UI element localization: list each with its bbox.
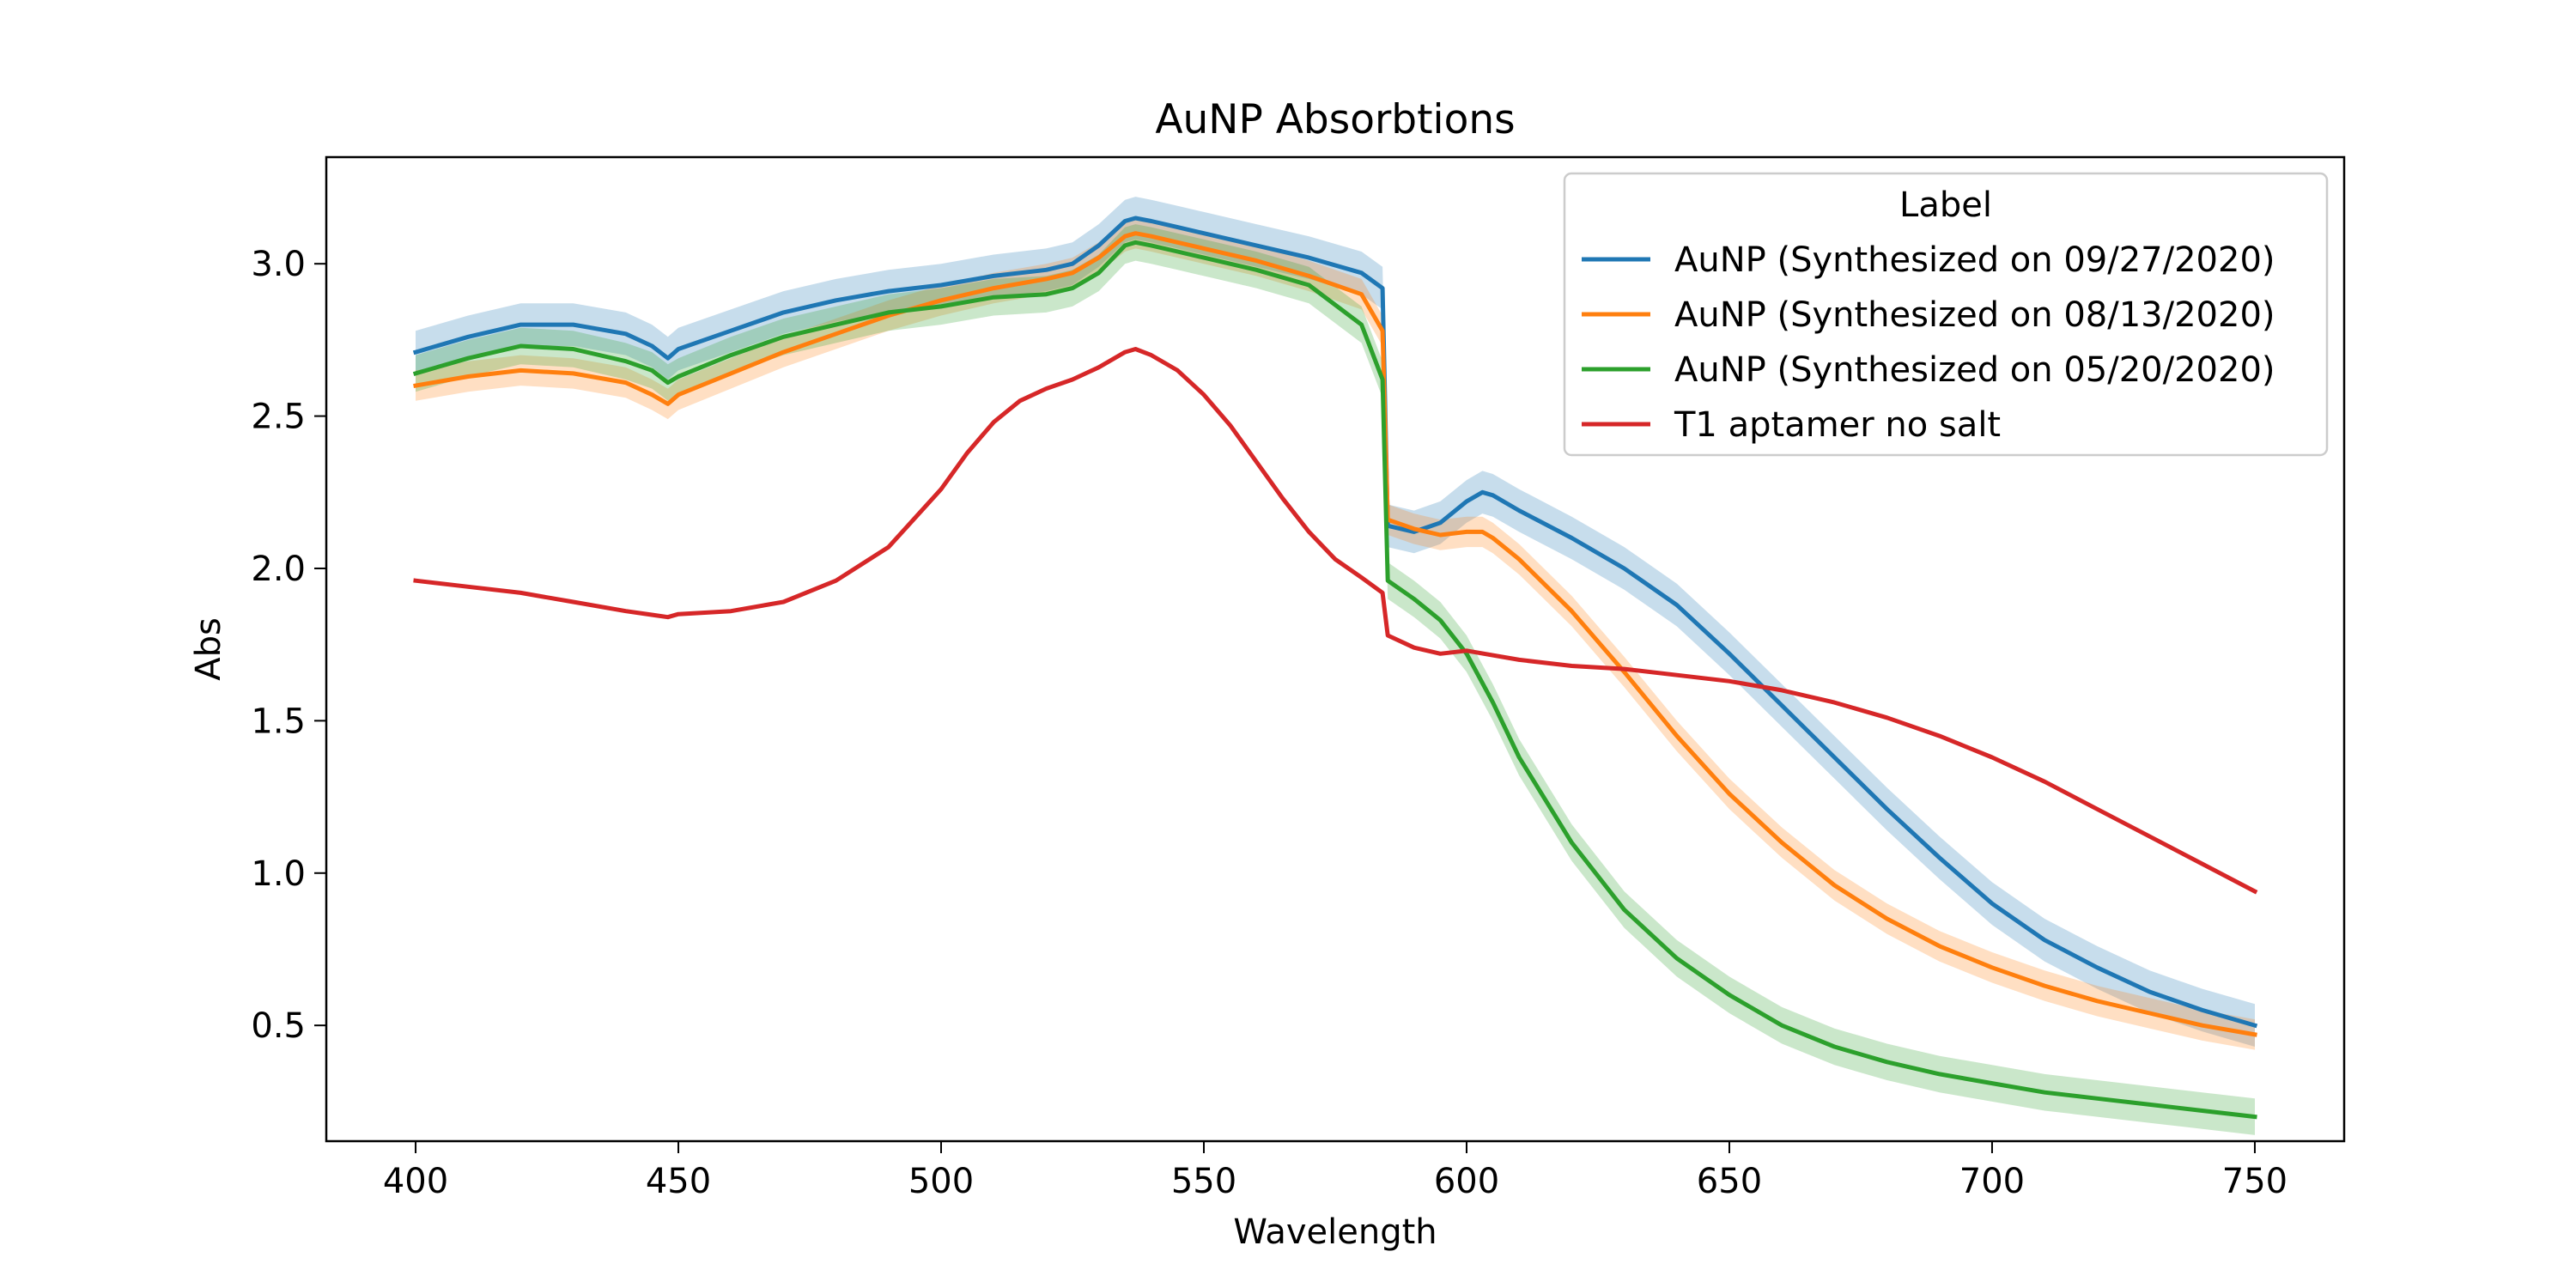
x-tick-label: 650: [1697, 1162, 1762, 1201]
y-tick-label: 3.0: [251, 245, 306, 284]
x-tick-label: 400: [383, 1162, 448, 1201]
y-tick-label: 1.0: [251, 854, 306, 894]
series-band-1: [416, 197, 2255, 1048]
legend-label: AuNP (Synthesized on 09/27/2020): [1674, 240, 2275, 280]
series-line-2: [413, 231, 2257, 1037]
x-tick-label: 700: [1959, 1162, 2025, 1201]
legend-box: [1563, 172, 2329, 457]
series-line-1: [412, 216, 2258, 1029]
legend-items: AuNP (Synthesized on 09/27/2020) AuNP (Sy…: [1582, 240, 2275, 445]
x-axis-ticks: 400 450 500 550 600 650 700 750: [383, 1141, 2287, 1201]
y-tick-label: 2.0: [251, 550, 306, 589]
legend-label: AuNP (Synthesized on 08/13/2020): [1674, 295, 2275, 335]
legend-label: AuNP (Synthesized on 05/20/2020): [1674, 350, 2275, 390]
chart-title: AuNP Absorbtions: [1155, 96, 1515, 143]
confidence-bands: [416, 197, 2255, 1135]
y-tick-label: 1.5: [251, 702, 306, 741]
series-band-2: [416, 218, 2255, 1050]
series-lines: [412, 216, 2258, 1120]
x-tick-label: 550: [1171, 1162, 1236, 1201]
legend-label: T1 aptamer no salt: [1674, 405, 2001, 445]
y-tick-label: 0.5: [251, 1006, 306, 1046]
x-axis-label: Wavelength: [1233, 1212, 1437, 1252]
plot-frame: [325, 155, 2346, 1143]
legend-title: Label: [1899, 185, 1992, 225]
series-line-3: [412, 240, 2257, 1120]
y-axis-label: Abs: [189, 617, 228, 681]
x-tick-label: 750: [2222, 1162, 2287, 1201]
y-axis-ticks: 0.5 1.0 1.5 2.0 2.5 3.0: [251, 245, 326, 1046]
x-tick-label: 450: [646, 1162, 711, 1201]
y-tick-label: 2.5: [251, 398, 306, 437]
series-line-4: [413, 347, 2258, 895]
x-tick-label: 500: [908, 1162, 974, 1201]
x-tick-label: 600: [1434, 1162, 1499, 1201]
legend: Label AuNP (Synthesized on 09/27/2020)Au…: [1563, 172, 2329, 457]
